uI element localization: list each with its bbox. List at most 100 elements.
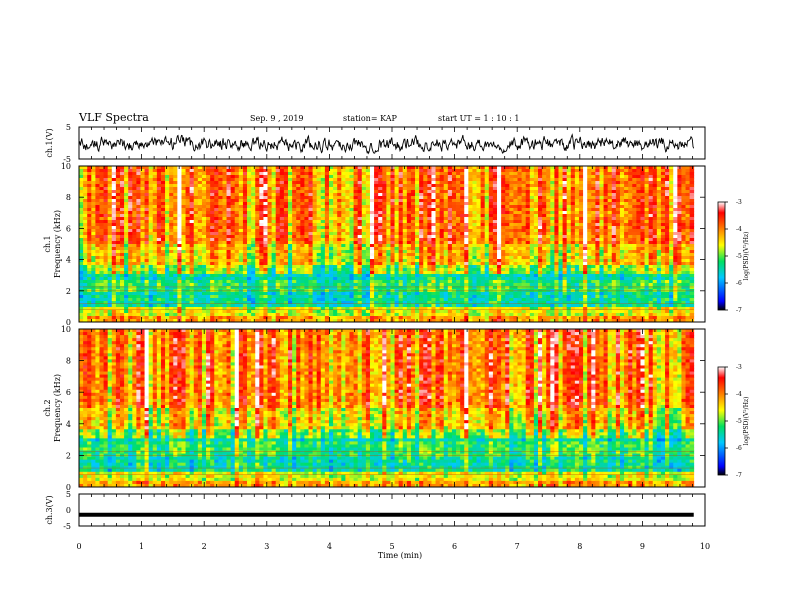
spectrogram-cell [443, 226, 449, 230]
spectrogram-cell [501, 190, 506, 194]
spectrogram-cell [517, 175, 523, 179]
spectrogram-cell [353, 181, 359, 185]
spectrogram-cell [206, 214, 211, 218]
spectrogram-cell [226, 214, 232, 218]
spectrogram-cell [578, 235, 584, 239]
spectrogram-cell [447, 232, 453, 236]
spectrogram-cell [410, 190, 416, 194]
spectrogram-cell [492, 229, 498, 233]
spectrogram-cell [583, 178, 588, 182]
spectrogram-cell [369, 169, 375, 173]
spectrogram-cell [132, 217, 137, 221]
spectrogram-cell [181, 181, 186, 185]
spectrogram-cell [624, 181, 629, 185]
spectrogram-cell [611, 211, 617, 215]
spectrogram-cell [165, 247, 170, 251]
spectrogram-cell [624, 199, 629, 203]
spectrogram-cell [365, 208, 371, 212]
spectrogram-cell [111, 247, 117, 251]
spectrogram-cell [263, 241, 268, 245]
spectrogram-cell [628, 211, 633, 215]
spectrogram-cell [566, 214, 572, 218]
spectrogram-cell [509, 166, 514, 170]
spectrogram-cell [361, 202, 367, 206]
spectrogram-cell [308, 235, 313, 239]
spectrogram-cell [578, 172, 584, 176]
spectrogram-cell [345, 217, 350, 221]
spectrogram-cell [673, 184, 678, 188]
spectrogram-cell [550, 220, 555, 224]
spectrogram-cell [115, 208, 121, 212]
spectrogram-cell [337, 199, 342, 203]
spectrogram-cell [148, 169, 154, 173]
spectrogram-cell [341, 238, 346, 242]
spectrogram-cell [357, 259, 363, 263]
spectrogram-cell [427, 232, 432, 236]
spectrogram-cell [533, 166, 539, 170]
spectrogram-cell [394, 235, 400, 239]
spectrogram-cell [460, 193, 465, 197]
spectrogram-cell [333, 193, 338, 197]
spectrogram-cell [460, 229, 465, 233]
spectrogram-cell [165, 244, 170, 248]
spectrogram-cell [640, 232, 645, 236]
spectrogram-cell [177, 202, 182, 206]
spectrogram-cell [374, 172, 379, 176]
spectrogram-cell [337, 187, 342, 191]
spectrogram-cell [296, 211, 301, 215]
spectrogram-cell [566, 250, 572, 254]
spectrogram-cell [665, 253, 670, 257]
spectrogram-cell [210, 235, 215, 239]
spectrogram-cell [689, 247, 695, 251]
spectrogram-cell [275, 247, 281, 251]
spectrogram-cell [521, 181, 527, 185]
spectrogram-cell [681, 244, 686, 248]
spectrogram-cell [324, 229, 330, 233]
spectrogram-cell [247, 235, 252, 239]
spectrogram-cell [517, 208, 523, 212]
spectrogram-cell [79, 214, 84, 218]
spectrogram-cell [488, 208, 494, 212]
spectrogram-cell [193, 220, 199, 224]
spectrogram-cell [185, 238, 191, 242]
spectrogram-cell [238, 166, 244, 170]
spectrogram-cell [214, 244, 219, 248]
spectrogram-cell [419, 202, 424, 206]
spectrogram-cell [673, 241, 678, 245]
spectrogram-cell [390, 235, 395, 239]
spectrogram-cell [374, 253, 379, 257]
spectrogram-cell [148, 190, 154, 194]
spectrogram-cell [353, 223, 359, 227]
spectrogram-cell [595, 256, 600, 260]
spectrogram-cell [255, 256, 260, 260]
spectrogram-cell [304, 244, 309, 248]
spectrogram-cell [320, 235, 326, 239]
spectrogram-cell [316, 175, 322, 179]
spectrogram-cell [628, 223, 633, 227]
spectrogram-cell [505, 196, 510, 200]
spectrogram-cell [472, 220, 477, 224]
spectrogram-cell [230, 166, 236, 170]
spectrogram-cell [546, 235, 551, 239]
spectrogram-cell [124, 199, 129, 203]
spectrogram-cell [341, 169, 346, 173]
spectrogram-cell [259, 190, 264, 194]
spectrogram-cell [279, 208, 285, 212]
spectrogram-cell [681, 205, 686, 209]
spectrogram-cell [181, 211, 186, 215]
spectrogram-cell [689, 178, 695, 182]
ch1-waveform-line [78, 133, 695, 155]
spectrogram-cell [529, 184, 535, 188]
spectrogram-cell [115, 262, 121, 266]
spectrogram-cell [169, 253, 174, 257]
spectrogram-cell [87, 196, 92, 200]
spectrogram-cell [345, 169, 350, 173]
spectrogram-cell [308, 196, 313, 200]
spectrogram-cell [394, 175, 400, 179]
spectrogram-cell [251, 241, 256, 245]
spectrogram-cell [570, 250, 576, 254]
spectrogram-cell [345, 178, 350, 182]
spectrogram-cell [451, 202, 457, 206]
spectrogram-cell [460, 247, 465, 251]
spectrogram-cell [111, 187, 117, 191]
